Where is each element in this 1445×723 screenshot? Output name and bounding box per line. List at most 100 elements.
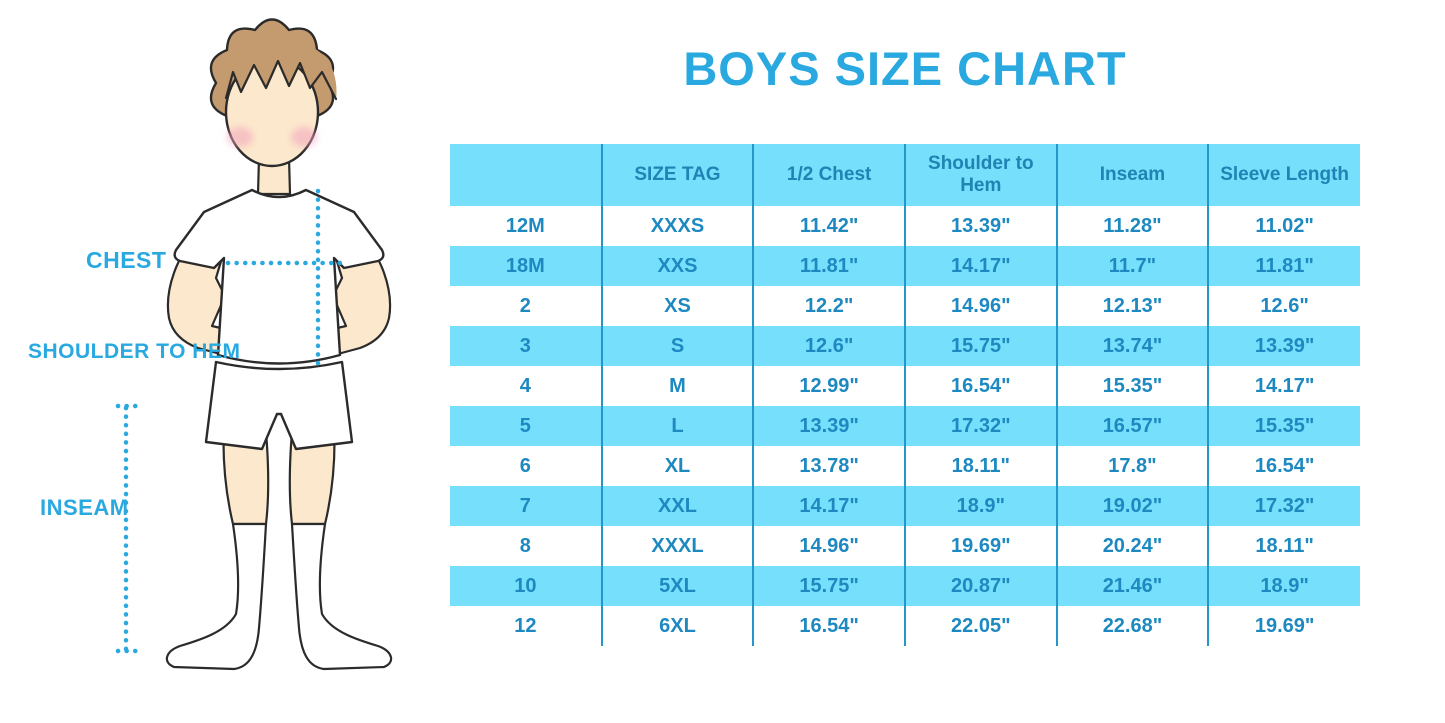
boy-arm-left <box>166 234 240 360</box>
table-cell: 12M <box>505 214 545 237</box>
table-cell: 18M <box>450 246 602 286</box>
table-cell: 11.02" <box>1207 206 1360 246</box>
table-row: 12 6XL 16.54" 22.05" 22.68" 19.69" <box>450 606 1360 646</box>
table-cell: 11.42" <box>752 206 905 246</box>
column-header: Shoulder to Hem <box>903 144 1057 206</box>
table-cell: 16.54" <box>752 606 905 646</box>
boy-sock-left <box>165 522 268 671</box>
shoulder-to-hem-label: SHOULDER TO HEM <box>28 340 241 363</box>
table-cell: 19.69" <box>903 526 1057 566</box>
table-cell: 20.87" <box>903 566 1057 606</box>
table-cell: 11.7" <box>1055 246 1209 286</box>
table-cell: 5 <box>450 406 602 446</box>
table-cell: 12.13" <box>1055 286 1209 326</box>
table-cell: 20.24" <box>1055 526 1209 566</box>
table-row: 10 5XL 15.75" 20.87" 21.46" 18.9" <box>450 566 1360 606</box>
table-row: 3 S 12.6" 15.75" 13.74" 13.39" <box>450 326 1360 366</box>
boy-cheek-right <box>291 127 317 147</box>
table-cell: 18.11" <box>1207 526 1360 566</box>
table-cell: XXS <box>600 246 754 286</box>
table-cell: 10 <box>450 566 602 606</box>
table-cell: 12.6" <box>752 326 905 366</box>
table-cell: 8 <box>519 534 531 557</box>
table-cell: 12.6" <box>1207 286 1360 326</box>
boy-shorts <box>204 360 354 451</box>
table-cell: 17.32" <box>903 406 1057 446</box>
table-cell: 14.96" <box>903 286 1057 326</box>
table-cell: 12.99" <box>752 366 905 406</box>
table-cell: 15.75" <box>903 326 1057 366</box>
table-cell: M <box>600 366 754 406</box>
table-cell: 14.17" <box>1207 366 1360 406</box>
table-row: 7 XXL 14.17" 18.9" 19.02" 17.32" <box>450 486 1360 526</box>
table-cell: 18.9" <box>1207 566 1360 606</box>
table-cell: 22.68" <box>1055 606 1209 646</box>
chest-label: CHEST <box>86 247 167 273</box>
table-cell: 16.57" <box>1055 406 1209 446</box>
inseam-label: INSEAM <box>40 495 129 520</box>
table-cell: 22.05" <box>903 606 1057 646</box>
table-cell: 17.8" <box>1055 446 1209 486</box>
table-cell: XS <box>600 286 754 326</box>
boy-arm-right <box>318 234 392 360</box>
table-cell: 13.78" <box>752 446 905 486</box>
boy-illustration-area: CHEST SHOULDER TO HEM INSEAM <box>0 0 450 723</box>
table-row: 5 L 13.39" 17.32" 16.57" 15.35" <box>450 406 1360 446</box>
table-row: 12M XXXS 11.42" 13.39" 11.28" 11.02" <box>450 206 1360 246</box>
table-cell: 7 <box>450 486 602 526</box>
table-cell: 18.9" <box>903 486 1057 526</box>
table-cell: 19.02" <box>1055 486 1209 526</box>
table-cell: 13.39" <box>903 206 1057 246</box>
table-cell: 15.35" <box>1055 366 1209 406</box>
table-row: 4 M 12.99" 16.54" 15.35" 14.17" <box>450 366 1360 406</box>
boy-sock-right <box>290 522 393 671</box>
table-row: 18M XXS 11.81" 14.17" 11.7" 11.81" <box>450 246 1360 286</box>
table-cell: 11.81" <box>752 246 905 286</box>
boy-shirt <box>173 188 385 365</box>
table-cell: 21.46" <box>1055 566 1209 606</box>
table-cell: 15.75" <box>752 566 905 606</box>
boy-hair-fringe-edge <box>224 59 338 101</box>
table-cell: 18.11" <box>903 446 1057 486</box>
table-cell: 3 <box>450 326 602 366</box>
table-row: 6 XL 13.78" 18.11" 17.8" 16.54" <box>450 446 1360 486</box>
table-cell: XXL <box>600 486 754 526</box>
table-cell: 13.39" <box>1207 326 1360 366</box>
table-cell: 15.35" <box>1207 406 1360 446</box>
table-row: 2 XS 12.2" 14.96" 12.13" 12.6" <box>450 286 1360 326</box>
page-title: BOYS SIZE CHART <box>683 41 1127 95</box>
table-cell: 13.39" <box>752 406 905 446</box>
table-cell: XXXS <box>600 206 754 246</box>
table-row: 8 XXXL 14.96" 19.69" 20.24" 18.11" <box>450 526 1360 566</box>
boy-cheek-left <box>227 127 253 147</box>
size-table: SIZE TAG 1/2 Chest Shoulder to Hem Inseam Sl… <box>450 144 1360 646</box>
column-header: 1/2 Chest <box>752 144 905 206</box>
table-cell: 6XL <box>600 606 754 646</box>
column-header <box>450 144 602 206</box>
table-cell: 11.81" <box>1207 246 1360 286</box>
table-cell: 11.28" <box>1055 206 1209 246</box>
table-cell: 6 <box>519 454 531 477</box>
column-header: SIZE TAG <box>600 144 754 206</box>
table-cell: 2 <box>519 294 531 317</box>
column-header: Inseam <box>1055 144 1209 206</box>
table-cell: 12 <box>514 614 537 637</box>
table-cell: 16.54" <box>1207 446 1360 486</box>
table-cell: 12.2" <box>752 286 905 326</box>
table-cell: 16.54" <box>903 366 1057 406</box>
table-cell: L <box>600 406 754 446</box>
boy-measurement-illustration <box>115 18 393 671</box>
table-cell: 5XL <box>600 566 754 606</box>
table-cell: XL <box>600 446 754 486</box>
column-header: Sleeve Length <box>1207 144 1360 206</box>
table-cell: 14.17" <box>752 486 905 526</box>
table-cell: 4 <box>519 374 531 397</box>
table-cell: 13.74" <box>1055 326 1209 366</box>
table-body: 12M XXXS 11.42" 13.39" 11.28" 11.02" 18M XXS 11.… <box>450 206 1360 646</box>
table-cell: 14.96" <box>752 526 905 566</box>
table-header-row: SIZE TAG 1/2 Chest Shoulder to Hem Inseam Sl… <box>450 144 1360 206</box>
table-cell: XXXL <box>600 526 754 566</box>
table-cell: 17.32" <box>1207 486 1360 526</box>
table-cell: S <box>600 326 754 366</box>
